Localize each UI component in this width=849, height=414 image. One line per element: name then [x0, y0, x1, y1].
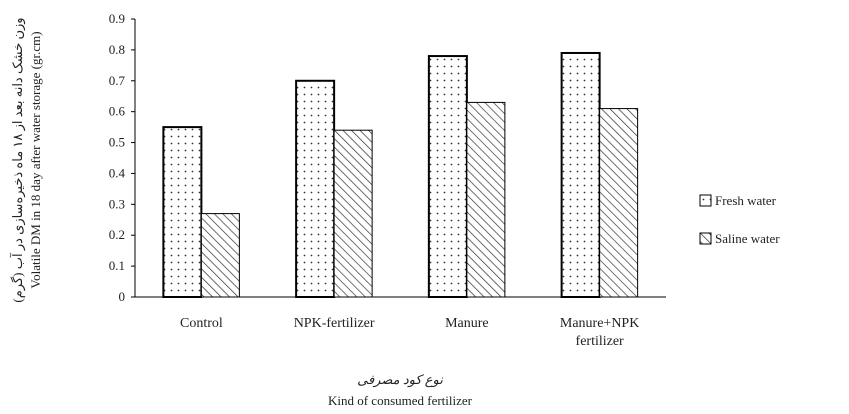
legend-label-fresh: Fresh water: [715, 193, 777, 208]
legend: Fresh water Saline water: [699, 193, 780, 246]
category-label: NPK-fertilizer: [294, 316, 375, 331]
bar-fresh-2: [427, 55, 468, 298]
y-axis-title: Volatile DM in 18 day after water storag…: [28, 31, 43, 288]
y-tick-label: 0.4: [109, 165, 126, 180]
y-tick-label: 0.3: [109, 196, 125, 211]
y-axis-ticks: 0 0.1 0.2 0.3 0.4 0.5 0.6 0.7 0.8 0.9: [109, 11, 135, 304]
y-tick-label: 0.5: [109, 135, 125, 150]
category-label: Manure: [445, 316, 489, 331]
bar-saline-2: [466, 101, 506, 298]
y-tick-label: 0: [119, 289, 126, 304]
category-label: Control: [180, 316, 223, 331]
y-tick-label: 0.7: [109, 73, 126, 88]
y-tick-label: 0.2: [109, 227, 125, 242]
y-tick-label: 0.9: [109, 11, 125, 26]
legend-swatch-saline: [699, 232, 712, 245]
legend-label-saline: Saline water: [715, 231, 780, 246]
y-axis-title-fa: وزن خشک دانه بعد از ۱۸ ماه ذخیره‌سازی در…: [9, 17, 26, 302]
x-axis-title-fa: نوع کود مصرفی: [357, 372, 443, 388]
legend-swatch-fresh: [699, 194, 712, 207]
category-labels: Control NPK-fertilizer Manure Manure+NPK fer…: [180, 316, 639, 349]
bar-fresh-1: [295, 79, 336, 299]
bar-saline-0: [200, 213, 240, 298]
bar-fresh-0: [162, 126, 203, 298]
bar-saline-1: [333, 129, 373, 298]
bar-saline-3: [599, 108, 639, 298]
bars: [162, 51, 639, 299]
y-tick-label: 0.6: [109, 104, 126, 119]
y-tick-label: 0.8: [109, 42, 125, 57]
x-axis-title: Kind of consumed fertilizer: [328, 393, 473, 408]
y-tick-label: 0.1: [109, 258, 125, 273]
bar-fresh-3: [560, 51, 601, 298]
category-label: Manure+NPK fertilizer: [560, 316, 639, 349]
